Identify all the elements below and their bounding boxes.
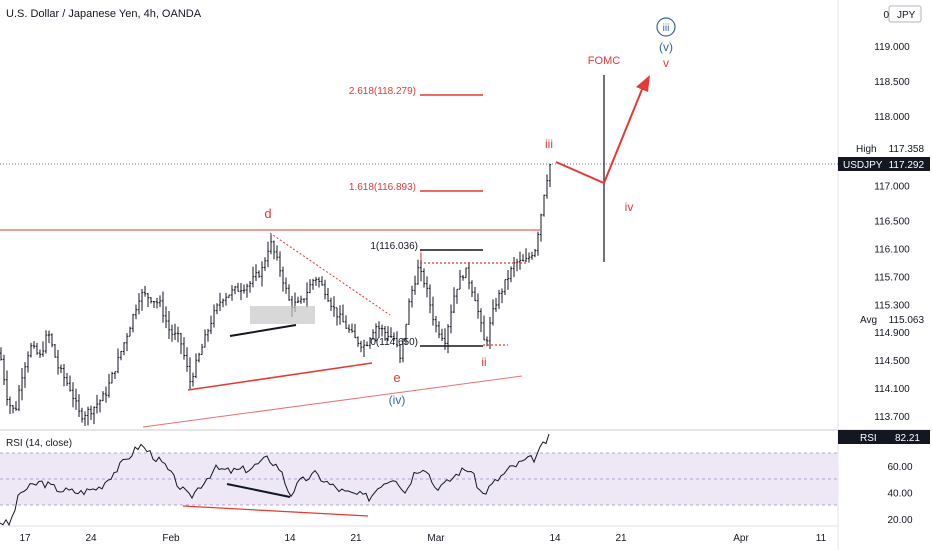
- avg-tag-value: 115.063: [889, 315, 925, 326]
- price-tick-label: 115.300: [874, 300, 910, 311]
- high-tag: [840, 141, 928, 155]
- price-tick-label: 114.100: [874, 384, 910, 395]
- time-tick-label: Apr: [733, 533, 749, 544]
- time-tick-label: 14: [284, 533, 296, 544]
- chart-title: U.S. Dollar / Japanese Yen, 4h, OANDA: [6, 8, 202, 20]
- rsi-tag-label: RSI: [860, 433, 877, 444]
- price-tick-label: 117.000: [874, 182, 910, 193]
- rsi-tag-value: 82.21: [895, 433, 920, 444]
- time-tick-label: 21: [615, 533, 627, 544]
- time-tick-label: 24: [85, 533, 97, 544]
- badge-suffix: 0: [883, 10, 889, 21]
- wave-iii-circle-icon: [656, 17, 676, 37]
- triangle-upper-line[interactable]: [269, 232, 391, 316]
- black-divergence-price[interactable]: [229, 324, 297, 337]
- wave-e-label: e: [393, 370, 400, 385]
- fib-1-label: 1(116.036): [370, 241, 418, 252]
- rsi-axis: 20.00 40.00 60.00: [887, 462, 912, 526]
- rsi-red-trendline[interactable]: [182, 505, 369, 517]
- last-price-tag: [838, 157, 930, 171]
- rsi-line: [0, 433, 550, 527]
- candles-group: [0, 163, 552, 427]
- price-tick-label: 114.500: [874, 356, 910, 367]
- time-tick-label: 14: [549, 533, 561, 544]
- projection-arrow-icon: [636, 75, 650, 92]
- price-tick-label: 114.900: [874, 328, 910, 339]
- price-tick-label: 115.700: [874, 272, 910, 283]
- rsi-tick-label: 20.00: [887, 515, 912, 526]
- currency-badge-label: JPY: [897, 10, 916, 21]
- labels: FOMC d e (iv) i ii iii iv iii (v) v 2.61…: [264, 17, 676, 407]
- rsi-tick-label: 40.00: [887, 489, 912, 500]
- price-tick-label: 119.000: [874, 42, 910, 53]
- avg-tag: [840, 312, 928, 326]
- time-tick-label: 21: [350, 533, 362, 544]
- last-price-value: 117.292: [889, 160, 925, 171]
- high-tag-label: High: [856, 144, 877, 155]
- price-axis: 113.700 114.100 114.500 114.900 115.300 115.7…: [874, 42, 910, 423]
- avg-tag-label: Avg: [860, 315, 877, 326]
- wave-ii-label: ii: [481, 355, 486, 369]
- price-tick-label: 116.500: [874, 217, 910, 228]
- drawings: [0, 75, 650, 517]
- high-tag-value: 117.358: [889, 144, 925, 155]
- wave-iii-label: iii: [545, 137, 553, 151]
- channel-lower-line[interactable]: [142, 375, 523, 428]
- time-axis: 17 24 Feb 14 21 Mar 14 21 Apr 11: [19, 533, 826, 544]
- rsi-tag: [838, 430, 930, 444]
- fib-0-label: 0(114.650): [370, 337, 418, 348]
- wave-iv-label: iv: [625, 200, 634, 214]
- price-tick-label: 118.500: [874, 77, 910, 88]
- fib-2618-label: 2.618(118.279): [349, 86, 416, 97]
- fomc-label: FOMC: [588, 55, 620, 67]
- time-tick-label: Mar: [427, 533, 445, 544]
- projection-path[interactable]: [555, 81, 646, 185]
- wave-v-paren-label: (v): [659, 40, 673, 54]
- price-tick-label: 113.700: [874, 412, 910, 423]
- time-tick-label: 11: [816, 533, 827, 544]
- rsi-tick-label: 60.00: [887, 462, 912, 473]
- price-tick-label: 118.000: [874, 112, 910, 123]
- last-price-symbol: USDJPY: [843, 160, 883, 171]
- wave-d-label: d: [264, 206, 271, 221]
- price-tick-label: 116.100: [874, 244, 910, 255]
- time-tick-label: Feb: [162, 533, 180, 544]
- rsi-band: [0, 453, 838, 505]
- time-tick-label: 17: [19, 533, 31, 544]
- wave-i-label: i: [420, 248, 423, 262]
- wave-v-label: v: [663, 56, 669, 70]
- wave-iii-circled-label: iii: [663, 23, 670, 34]
- triangle-lower-line[interactable]: [187, 362, 373, 391]
- currency-badge[interactable]: [888, 5, 922, 23]
- wave-iv-paren-label: (iv): [389, 393, 406, 407]
- rsi-title: RSI (14, close): [6, 438, 72, 449]
- fib-1618-label: 1.618(116.893): [349, 182, 416, 193]
- gray-box[interactable]: [250, 306, 315, 324]
- rsi-black-divergence[interactable]: [226, 483, 291, 498]
